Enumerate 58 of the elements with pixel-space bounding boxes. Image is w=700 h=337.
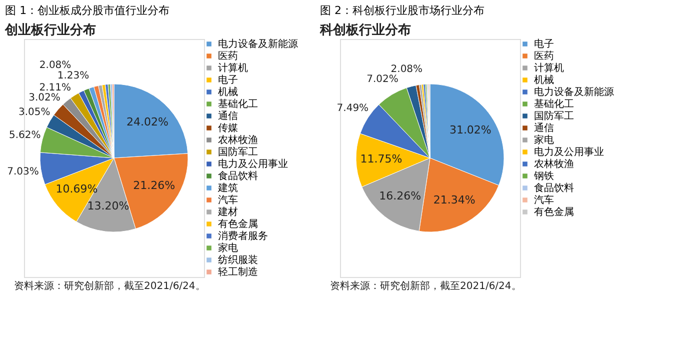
legend-label: 电子 <box>534 38 554 50</box>
data-label: 7.02% <box>366 74 398 86</box>
legend-label: 轻工制造 <box>218 266 258 278</box>
legend-label: 基础化工 <box>218 98 258 110</box>
data-label: 21.26% <box>133 178 176 192</box>
chart-subtitle: 科创板行业分布 <box>319 23 412 38</box>
legend-label: 消费者服务 <box>218 230 268 242</box>
legend-label: 汽车 <box>218 194 238 206</box>
data-label: 3.02% <box>28 92 60 104</box>
chart-title: 图 2：科创板行业股市场行业分布 <box>320 4 485 17</box>
legend-label: 钢铁 <box>533 170 554 182</box>
data-label: 7.49% <box>336 103 369 114</box>
legend-label: 有色金属 <box>218 218 258 230</box>
legend-label: 机械 <box>218 86 238 98</box>
data-label: 13.20% <box>87 200 130 212</box>
legend-label: 农林牧渔 <box>218 134 258 146</box>
legend-label: 建筑 <box>217 182 238 194</box>
data-label: 2.11% <box>39 82 72 94</box>
chart-title: 图 1：创业板成分股市值行业分布 <box>5 4 170 17</box>
legend-label: 机械 <box>534 74 554 86</box>
legend-label: 医药 <box>534 50 554 62</box>
text: 资料来源：研究创新部，截至2021/6/24。 <box>14 280 206 292</box>
data-label: 2.08% <box>390 64 423 76</box>
legend-label: 纺织服装 <box>218 254 258 266</box>
legend-label: 汽车 <box>534 194 554 206</box>
legend-label: 食品饮料 <box>534 182 574 194</box>
legend-label: 基础化工 <box>534 98 574 110</box>
data-label: 11.75% <box>360 152 402 166</box>
legend-label: 电力设备及新能源 <box>534 86 614 98</box>
legend-label: 电力及公用事业 <box>534 146 604 158</box>
data-label: 31.02% <box>449 124 492 137</box>
legend-label: 医药 <box>218 50 238 62</box>
legend-label: 电力及公用事业 <box>218 158 288 170</box>
data-label: 16.26% <box>379 190 422 203</box>
legend-label: 食品饮料 <box>218 170 258 182</box>
legend-label: 国防军工 <box>534 110 574 122</box>
text: 资料来源：研究创新部，截至2021/6/24。 <box>330 280 522 292</box>
legend-label: 传媒 <box>218 123 238 134</box>
data-label: 24.02% <box>126 115 168 128</box>
legend-label: 家电 <box>218 242 238 254</box>
data-label: 21.34% <box>433 193 476 206</box>
legend-label: 家电 <box>534 134 554 146</box>
data-label: 5.62% <box>9 130 41 142</box>
legend-label: 通信 <box>218 110 238 122</box>
data-label: 2.08% <box>39 60 72 71</box>
legend-label: 农林牧渔 <box>534 158 574 170</box>
legend-label: 国防军工 <box>218 146 258 158</box>
legend-label: 有色金属 <box>534 206 574 218</box>
legend-label: 电子 <box>218 74 238 86</box>
legend-label: 建材 <box>217 206 238 218</box>
legend-label: 通信 <box>534 122 554 134</box>
legend-label: 电力设备及新能源 <box>218 38 298 50</box>
chart-subtitle: 创业板行业分布 <box>4 23 96 38</box>
data-label: 3.05% <box>18 106 50 118</box>
legend-label: 计算机 <box>218 62 248 74</box>
data-label: 7.03% <box>7 166 39 178</box>
data-label: 1.23% <box>57 70 90 82</box>
legend-label: 计算机 <box>534 62 564 74</box>
